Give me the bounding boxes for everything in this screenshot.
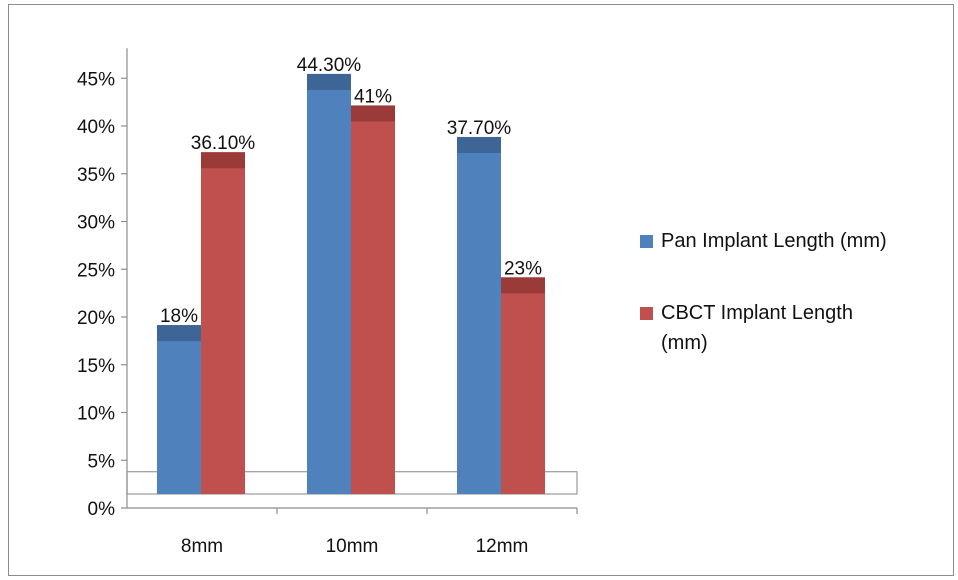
legend-swatch-cbct (640, 307, 653, 320)
bar (351, 105, 395, 494)
legend-label-pan: Pan Implant Length (mm) (661, 230, 887, 252)
y-tick-label: 35% (77, 165, 115, 186)
data-label: 23% (504, 258, 542, 279)
x-tick-label: 12mm (476, 536, 529, 557)
y-tick-label: 25% (77, 260, 115, 281)
chart-legend: Pan Implant Length (mm) CBCT Implant Len… (640, 226, 940, 400)
data-label: 41% (354, 86, 392, 107)
legend-item-pan: Pan Implant Length (mm) (640, 226, 940, 256)
y-tick-label: 0% (88, 499, 116, 520)
bar (307, 73, 351, 494)
bar (157, 325, 201, 494)
y-tick-label: 40% (77, 117, 115, 138)
y-tick-label: 10% (77, 404, 115, 425)
legend-swatch-pan (640, 235, 653, 248)
bar-top-face (351, 105, 395, 122)
x-tick-label: 10mm (326, 536, 379, 557)
bar (201, 152, 245, 494)
y-tick-label: 45% (77, 69, 115, 90)
x-tick-label: 8mm (181, 536, 223, 557)
data-label: 37.70% (447, 118, 512, 139)
legend-label-cbct: CBCT Implant Length (mm) (661, 302, 853, 354)
data-label: 44.30% (297, 55, 362, 76)
bar-top-face (157, 325, 201, 342)
y-tick-label: 30% (77, 213, 115, 234)
legend-item-cbct: CBCT Implant Length (mm) (640, 298, 940, 358)
bar-top-face (307, 73, 351, 90)
bar-top-face (501, 277, 545, 294)
data-label: 18% (160, 306, 198, 327)
data-label: 36.10% (191, 133, 256, 154)
y-tick-label: 15% (77, 356, 115, 377)
bar-top-face (201, 152, 245, 169)
chart-bars (157, 73, 545, 494)
chart-data-labels: 18% 36.10% 44.30% 41% 37.70% 23% (160, 55, 542, 327)
bar-top-face (457, 136, 501, 153)
y-tick-label: 20% (77, 308, 115, 329)
bar (501, 277, 545, 494)
y-tick-label: 5% (88, 451, 116, 472)
bar (457, 136, 501, 494)
